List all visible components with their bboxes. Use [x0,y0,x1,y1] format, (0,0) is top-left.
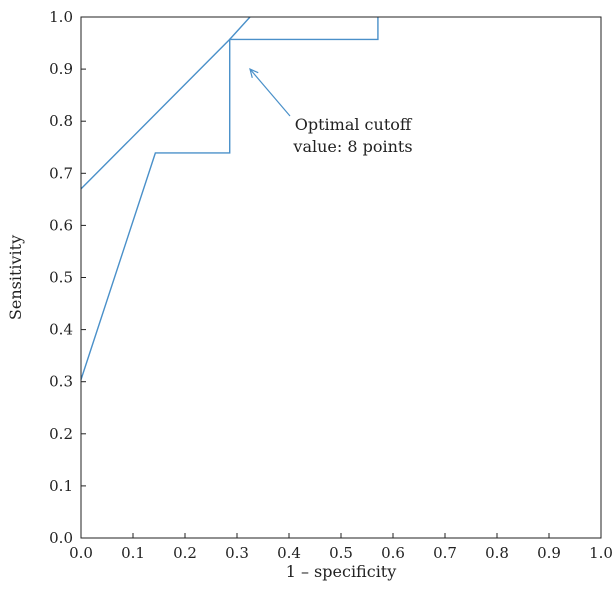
x-tick-label: 0.4 [277,544,301,562]
x-tick-label: 0.7 [433,544,457,562]
y-tick-label: 0.5 [49,269,73,287]
x-tick-label: 0.6 [381,544,405,562]
x-tick-label: 1.0 [589,544,613,562]
plot-frame [80,16,602,539]
y-tick-label: 0.3 [49,373,73,391]
annotation-arrow [249,68,291,117]
x-tick-label: 0.2 [173,544,197,562]
x-tick-label: 0.8 [485,544,509,562]
y-axis-title: Sensitivity [6,235,25,320]
y-tick-label: 0.2 [49,425,73,443]
x-tick-label: 0.3 [225,544,249,562]
x-axis-title: 1 – specificity [286,562,397,581]
x-tick-label: 0.0 [69,544,93,562]
y-tick-label: 0.8 [49,112,73,130]
y-tick-label: 0.0 [49,529,73,547]
series-line-2 [80,16,251,190]
annotation-text: Optimal cutoff value: 8 points [292,115,412,156]
y-tick-label: 1.0 [49,8,73,26]
series-line-1 [80,17,379,380]
x-tick-label: 0.9 [537,544,561,562]
annotation-arrowhead [249,68,259,78]
y-tick-label: 0.4 [49,321,73,339]
y-tick-label: 0.9 [49,60,73,78]
y-tick-label: 0.7 [49,164,73,182]
y-tick-label: 0.1 [49,477,73,495]
y-tick-label: 0.6 [49,216,73,234]
x-tick-label: 0.1 [121,544,145,562]
x-tick-label: 0.5 [329,544,353,562]
